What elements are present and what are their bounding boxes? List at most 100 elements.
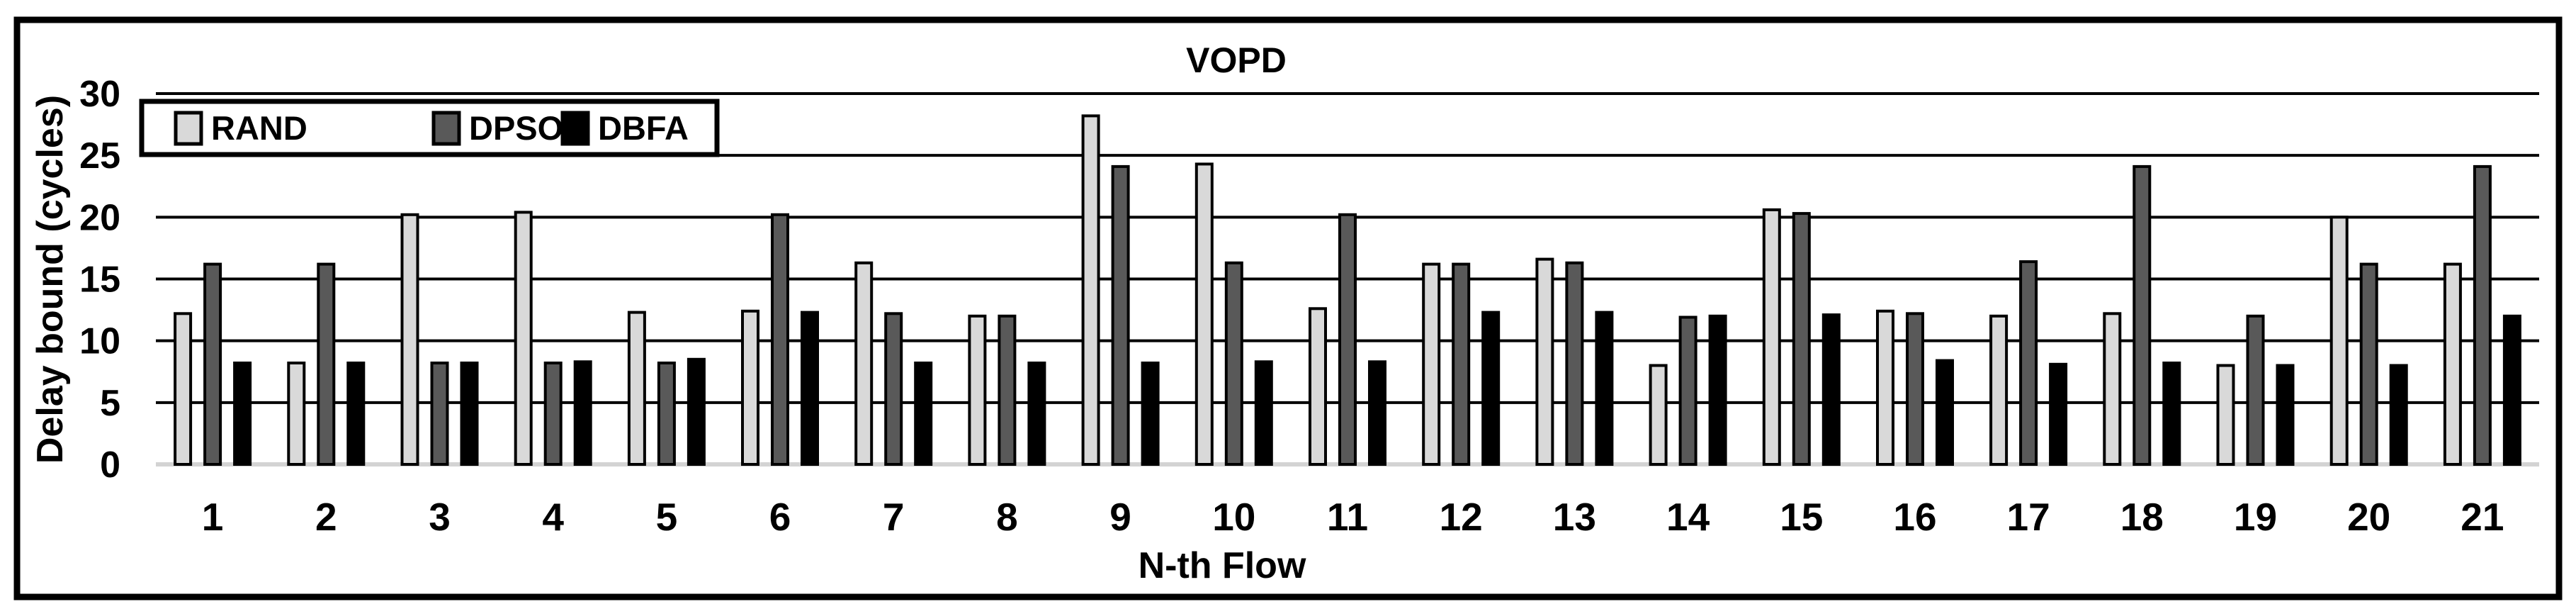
bar-dbfa-flow21	[2502, 314, 2521, 466]
bar-dbfa-flow9	[1141, 362, 1160, 466]
x-tick-label-21: 21	[2461, 495, 2504, 539]
bar-dpso-flow8	[998, 314, 1017, 466]
y-tick-label-30: 30	[79, 74, 120, 115]
bar-rand-flow8	[968, 314, 987, 466]
x-tick-label-16: 16	[1893, 495, 1936, 539]
x-tick-label-20: 20	[2347, 495, 2390, 539]
bar-rand-flow11	[1309, 307, 1327, 466]
x-tick-label-19: 19	[2234, 495, 2277, 539]
bar-rand-flow6	[741, 309, 759, 466]
bar-rand-flow18	[2103, 312, 2122, 466]
x-tick-label-11: 11	[1327, 495, 1368, 539]
bar-dpso-flow3	[430, 362, 449, 466]
bar-dpso-flow14	[1678, 315, 1697, 466]
bar-dpso-flow4	[543, 362, 563, 466]
bar-dpso-flow1	[203, 262, 222, 466]
y-tick-label-15: 15	[79, 259, 120, 301]
bar-dbfa-flow5	[687, 357, 706, 466]
bar-rand-flow7	[854, 261, 874, 466]
bar-dpso-flow11	[1338, 213, 1357, 466]
x-tick-label-13: 13	[1553, 495, 1596, 539]
legend-swatch-dpso	[431, 111, 461, 146]
bar-rand-flow17	[1989, 314, 2009, 466]
x-tick-label-8: 8	[996, 495, 1018, 539]
chart-title: VOPD	[1186, 40, 1287, 80]
bar-dbfa-flow17	[2049, 362, 2068, 466]
bar-rand-flow3	[400, 213, 419, 466]
legend-label-rand: RAND	[211, 109, 307, 147]
bar-rand-flow9	[1081, 114, 1100, 466]
bar-dbfa-flow6	[801, 311, 819, 466]
x-tick-label-2: 2	[315, 495, 337, 539]
bar-dpso-flow17	[2019, 260, 2038, 466]
bar-rand-flow15	[1762, 208, 1781, 466]
bar-rand-flow2	[287, 362, 306, 466]
figure-frame	[13, 16, 2563, 600]
bar-rand-flow19	[2216, 364, 2235, 466]
x-tick-label-12: 12	[1440, 495, 1483, 539]
x-tick-label-6: 6	[769, 495, 791, 539]
bar-rand-flow14	[1649, 364, 1668, 466]
bar-rand-flow16	[1876, 309, 1894, 466]
bar-dpso-flow20	[2359, 262, 2378, 466]
bar-dpso-flow6	[771, 213, 789, 466]
bar-dbfa-flow8	[1027, 362, 1046, 466]
bar-dpso-flow2	[317, 262, 336, 466]
bar-dbfa-flow4	[573, 360, 592, 466]
legend-swatch-rand	[174, 111, 203, 146]
x-tick-label-4: 4	[542, 495, 564, 539]
x-tick-label-10: 10	[1212, 495, 1255, 539]
bar-dpso-flow19	[2246, 314, 2265, 466]
bar-dpso-flow13	[1565, 261, 1584, 466]
bar-dpso-flow21	[2473, 164, 2492, 466]
x-tick-labels-layer: 1 2 3 4 5 6 7 8 9 10 11 12 13 14 15 16 17 18 19 20 21	[202, 495, 2504, 539]
bar-dbfa-flow11	[1368, 360, 1386, 466]
bar-dpso-flow15	[1792, 212, 1811, 466]
bar-dpso-flow12	[1452, 262, 1471, 466]
y-tick-label-25: 25	[79, 135, 120, 177]
bar-dbfa-flow14	[1708, 314, 1727, 466]
bar-dpso-flow18	[2132, 164, 2152, 466]
bar-dpso-flow5	[657, 362, 676, 466]
x-tick-label-18: 18	[2120, 495, 2164, 539]
legend-swatch-dbfa	[560, 111, 590, 146]
x-tick-label-17: 17	[2007, 495, 2050, 539]
y-tick-label-0: 0	[100, 445, 120, 486]
bar-dbfa-flow3	[460, 362, 479, 466]
x-tick-label-5: 5	[656, 495, 678, 539]
y-axis-title: Delay bound (cycles)	[30, 95, 71, 464]
y-tick-label-5: 5	[100, 383, 120, 424]
bar-rand-flow10	[1194, 162, 1214, 466]
x-tick-label-3: 3	[429, 495, 451, 539]
bar-dbfa-flow2	[346, 362, 366, 466]
bar-dpso-flow9	[1111, 164, 1130, 466]
x-tick-label-15: 15	[1780, 495, 1823, 539]
bar-dbfa-flow20	[2389, 364, 2408, 466]
bar-rand-flow1	[174, 312, 193, 466]
bar-rand-flow5	[627, 311, 646, 466]
legend: RAND DPSO DBFA	[139, 99, 720, 157]
x-tick-label-9: 9	[1109, 495, 1131, 539]
bar-dpso-flow16	[1906, 312, 1924, 466]
bar-rand-flow12	[1422, 262, 1441, 466]
x-tick-label-14: 14	[1666, 495, 1710, 539]
bar-dbfa-flow12	[1481, 311, 1501, 466]
bar-dbfa-flow15	[1821, 313, 1841, 466]
bar-dbfa-flow10	[1254, 360, 1273, 466]
x-tick-label-7: 7	[883, 495, 905, 539]
bar-rand-flow21	[2443, 262, 2462, 466]
bar-dbfa-flow18	[2162, 362, 2181, 466]
bar-dpso-flow7	[884, 312, 903, 466]
bar-rand-flow13	[1535, 257, 1554, 466]
bar-rand-flow4	[514, 211, 533, 466]
legend-label-dpso: DPSO	[469, 109, 563, 147]
bar-rand-flow20	[2329, 216, 2349, 466]
legend-box	[139, 99, 720, 157]
x-tick-label-1: 1	[202, 495, 224, 539]
bars-layer	[174, 114, 2521, 466]
bar-dbfa-flow13	[1595, 311, 1614, 466]
y-tick-label-10: 10	[79, 321, 120, 362]
y-tick-labels-layer: 0 5 10 15 20 25 30	[79, 74, 120, 486]
